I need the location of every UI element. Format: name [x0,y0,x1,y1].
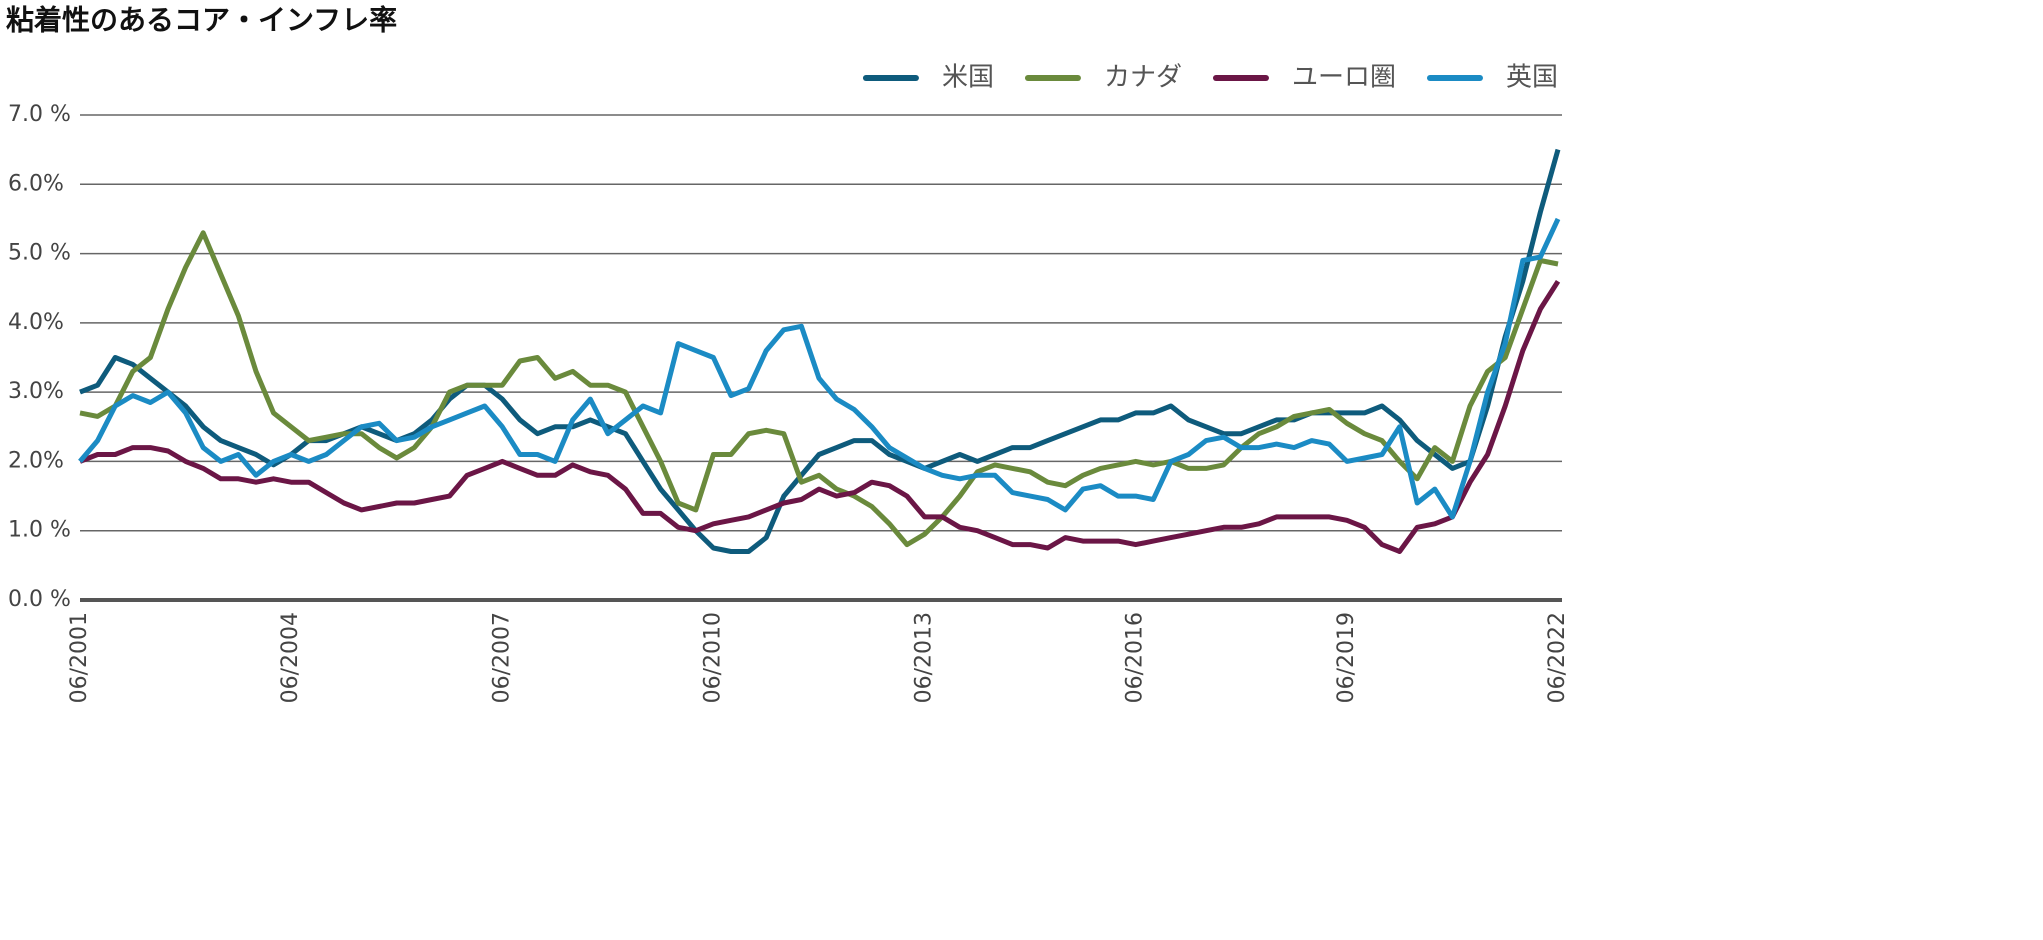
y-tick-label: 5.0 % [8,241,71,266]
legend-label: カナダ [1104,63,1182,93]
series-line [79,230,1559,548]
y-tick-label: 0.0 % [8,587,71,612]
legend-label: 米国 [942,63,994,93]
y-tick-label: 1.0 % [8,518,71,543]
series-line [79,279,1561,554]
y-tick-label: 7.0 % [8,102,71,127]
chart-title: 粘着性のあるコア・インフレ率 [6,4,397,37]
x-tick-label: 06/2019 [1334,612,1359,703]
x-tick-label: 06/2013 [912,612,937,703]
legend-label: ユーロ圏 [1292,63,1396,93]
x-tick-label: 06/2010 [700,612,725,703]
y-tick-label: 2.0% [8,448,64,473]
x-tick-label: 06/2004 [278,612,303,703]
grid [80,114,1562,602]
x-tick-label: 06/2022 [1545,612,1570,703]
x-tick-label: 06/2007 [489,612,514,703]
legend-label: 英国 [1506,63,1558,93]
y-tick-label: 3.0% [8,379,64,404]
x-tick-label: 06/2001 [67,612,92,703]
x-tick-label: 06/2016 [1123,612,1148,703]
y-tick-label: 4.0% [8,310,64,335]
series-line [78,217,1561,520]
y-tick-label: 6.0% [8,171,64,196]
lines [78,148,1561,554]
legend: 英国 ユーロ圏 カナダ 米国 [862,63,1558,93]
